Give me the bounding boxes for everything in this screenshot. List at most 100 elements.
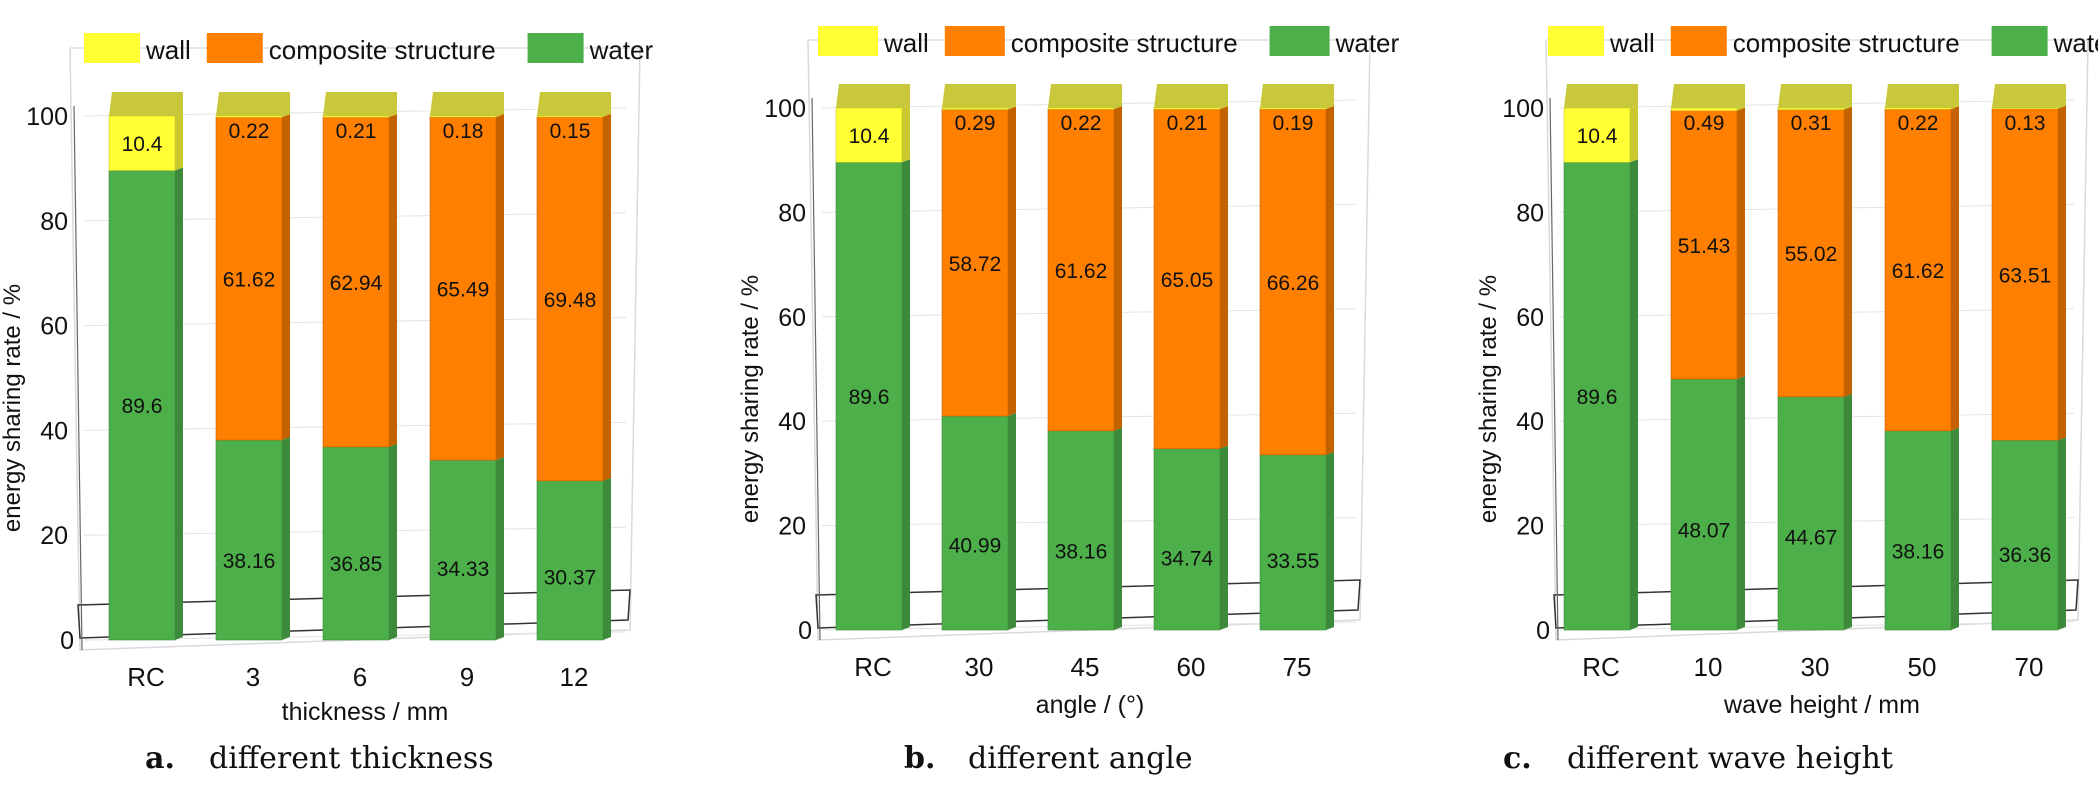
x-axis-label: thickness / mm [282, 698, 449, 726]
bar-top-cap [1885, 84, 1959, 108]
bar-top-cap [836, 84, 910, 108]
x-tick-label: RC [1582, 652, 1620, 682]
x-tick-label: 70 [2015, 652, 2044, 682]
bar-top-cap [109, 92, 183, 116]
y-tick-label: 0 [1536, 617, 1550, 645]
data-label: 34.74 [1161, 547, 1214, 570]
y-tick-label: 60 [1516, 304, 1544, 332]
y-axis-line [1549, 97, 1559, 641]
legend-swatch [206, 33, 263, 63]
data-label: 61.62 [1892, 260, 1945, 283]
data-label: 10.4 [1577, 125, 1618, 148]
legend-label: composite structure [1733, 28, 1960, 58]
bar-side [1008, 105, 1016, 110]
data-label: 61.62 [1055, 260, 1108, 283]
bar-side [1326, 451, 1334, 630]
bar-wall [1777, 107, 1845, 110]
y-tick-label: 20 [1516, 513, 1544, 541]
bar-composite-structure [322, 116, 390, 448]
data-label: 89.6 [122, 395, 163, 418]
bar-side [175, 167, 183, 640]
data-label: 34.33 [437, 558, 490, 581]
legend-swatch [527, 33, 584, 63]
caption-text: different wave height [1567, 741, 1893, 776]
bar-water [1991, 439, 2059, 631]
panel-b: 0 20 40 60 80 100 energy sharing rate / % 89.6 1… [737, 26, 1400, 776]
bar-water [1884, 430, 1952, 631]
x-axis-label: wave height / mm [1723, 691, 1920, 719]
x-tick-label: 6 [353, 662, 367, 692]
x-tick-label: RC [854, 652, 892, 682]
bar-water [215, 439, 283, 641]
y-tick-label: 0 [60, 627, 74, 655]
bar-side [1008, 106, 1016, 417]
bar-side [1737, 376, 1745, 630]
legend-swatch [84, 33, 140, 63]
data-label: 38.16 [1055, 540, 1108, 563]
data-label: 0.18 [443, 120, 484, 143]
bar-side [496, 457, 504, 640]
data-label: 0.13 [2005, 112, 2046, 135]
y-tick-label: 100 [26, 103, 68, 131]
legend-swatch [944, 26, 1005, 56]
data-label: 0.21 [336, 120, 377, 143]
legend-label: water [1335, 28, 1400, 58]
data-label: 89.6 [849, 386, 890, 409]
data-label: 44.67 [1785, 527, 1838, 550]
bar-composite-structure [429, 116, 497, 461]
data-label: 0.49 [1684, 112, 1725, 135]
bar-side [1951, 106, 1959, 431]
y-axis-label: energy sharing rate / % [1475, 275, 1502, 523]
data-label: 36.85 [330, 553, 383, 576]
bar-side [1844, 393, 1852, 630]
data-label: 65.49 [437, 279, 490, 302]
bar-top-cap [1154, 84, 1228, 108]
bar-top-cap [1048, 84, 1122, 108]
y-tick-label: 100 [764, 95, 806, 123]
data-label: 36.36 [1999, 544, 2052, 567]
x-tick-label: 12 [560, 662, 589, 692]
bar-water [429, 459, 497, 641]
bar-side [1630, 105, 1638, 163]
bar-top-cap [942, 84, 1016, 108]
y-axis-line [811, 97, 821, 641]
bar-side [1844, 105, 1852, 110]
caption-text: different thickness [209, 741, 494, 776]
bar-water [1670, 378, 1738, 631]
y-tick-label: 100 [1502, 95, 1544, 123]
bar-top-cap [1778, 84, 1852, 108]
bar-water [322, 446, 390, 641]
y-axis-label: energy sharing rate / % [0, 284, 26, 532]
bar-top-cap [430, 92, 504, 116]
y-tick-label: 40 [1516, 408, 1544, 436]
bar-side [1737, 107, 1745, 380]
data-label: 63.51 [1999, 264, 2052, 287]
y-tick-label: 40 [40, 417, 68, 445]
data-label: 33.55 [1267, 550, 1320, 573]
bar-water [941, 415, 1009, 631]
bar-side [1008, 413, 1016, 630]
bar-water [1563, 161, 1631, 631]
legend-swatch [1269, 26, 1330, 56]
x-tick-label: 3 [246, 662, 260, 692]
bar-side [1951, 104, 1959, 110]
data-label: 30.37 [544, 566, 597, 589]
bar-water [1047, 430, 1115, 631]
bar-side [1844, 106, 1852, 397]
data-label: 40.99 [949, 534, 1002, 557]
data-label: 0.21 [1167, 112, 1208, 135]
bar-top-cap [1260, 84, 1334, 108]
caption-letter: a. [145, 741, 175, 776]
bar-composite-structure [1259, 108, 1327, 456]
y-tick-label: 60 [40, 313, 68, 341]
bar-side [496, 113, 504, 461]
data-label: 58.72 [949, 253, 1002, 276]
data-label: 62.94 [330, 272, 383, 295]
bar-water [1153, 448, 1221, 631]
bar-side [2058, 105, 2066, 441]
x-tick-label: 75 [1283, 652, 1312, 682]
legend-label: composite structure [1011, 28, 1238, 58]
y-tick-label: 80 [1516, 199, 1544, 227]
bar-side [1951, 427, 1959, 630]
